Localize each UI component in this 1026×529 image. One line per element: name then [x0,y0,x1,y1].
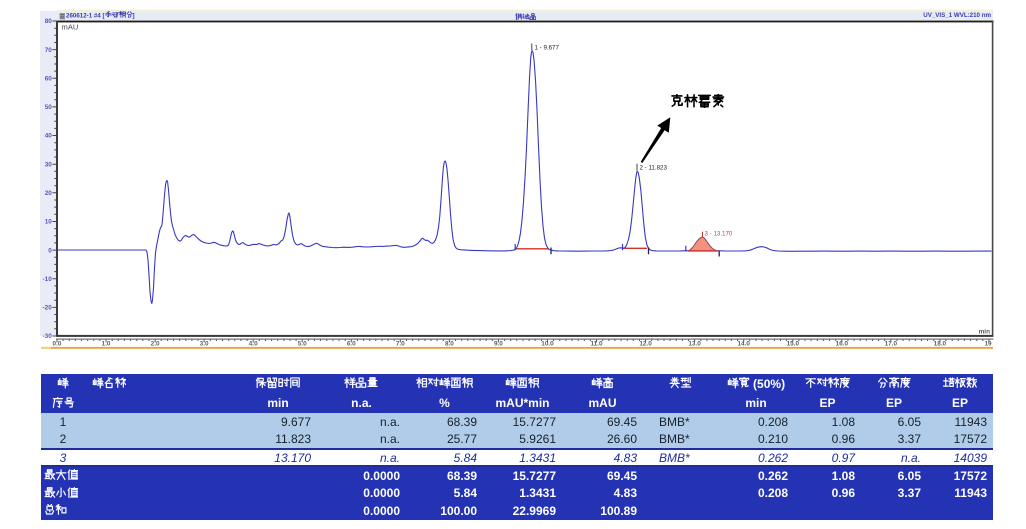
svg-text:60: 60 [45,76,53,83]
svg-text:0: 0 [48,247,52,254]
svg-text:7.0: 7.0 [396,341,405,348]
svg-text:-10: -10 [43,276,53,283]
svg-text:17.0: 17.0 [885,341,898,348]
svg-text:0.0: 0.0 [53,341,62,348]
svg-text:18.0: 18.0 [934,341,947,348]
svg-text:19: 19 [984,341,992,348]
svg-text:10: 10 [45,219,53,226]
svg-text:16.0: 16.0 [836,341,849,348]
svg-text:20: 20 [45,190,53,197]
svg-text:3.0: 3.0 [200,341,209,348]
svg-text:1 - 9.677: 1 - 9.677 [535,45,560,52]
svg-text:-30: -30 [43,333,53,340]
svg-text:mAU: mAU [62,23,79,32]
svg-text:12.0: 12.0 [639,341,652,348]
svg-text:11.0: 11.0 [590,341,603,348]
svg-text:3 - 13.170: 3 - 13.170 [705,231,733,238]
svg-text:9.0: 9.0 [494,341,503,348]
svg-text:80: 80 [45,18,53,25]
svg-text:2.0: 2.0 [151,341,160,348]
svg-text:5.0: 5.0 [298,341,307,348]
svg-text:6.0: 6.0 [347,341,356,348]
svg-text:4.0: 4.0 [249,341,258,348]
svg-text:1.0: 1.0 [102,341,111,348]
svg-text:70: 70 [45,47,53,54]
svg-text:min: min [979,328,990,335]
svg-text:10.0: 10.0 [541,341,554,348]
svg-text:13.0: 13.0 [688,341,701,348]
svg-text:-20: -20 [43,305,53,312]
svg-text:14.0: 14.0 [737,341,750,348]
svg-text:2 - 11.823: 2 - 11.823 [640,165,668,172]
svg-text:40: 40 [45,133,53,140]
svg-text:15.0: 15.0 [787,341,800,348]
svg-text:50: 50 [45,104,53,111]
svg-text:8.0: 8.0 [445,341,454,348]
svg-text:30: 30 [45,161,53,168]
